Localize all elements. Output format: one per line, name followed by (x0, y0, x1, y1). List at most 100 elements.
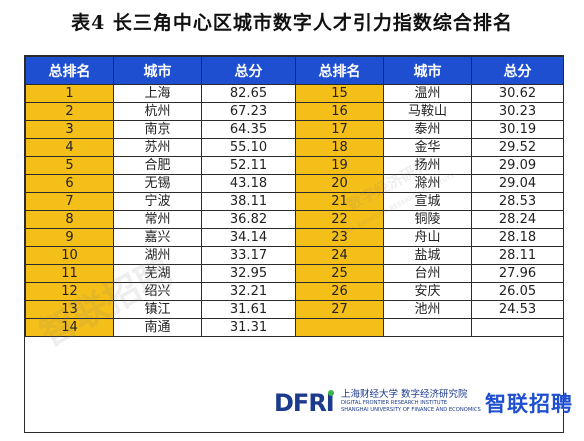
table-body: 1 上海 82.65 15 温州 30.62 2 杭州 67.23 16 马鞍山 30.23 3 南京 64… (25, 84, 564, 337)
header-city-right: 城市 (383, 56, 472, 85)
city-cell: 安庆 (383, 282, 472, 301)
city-cell: 台州 (383, 264, 472, 283)
score-cell: 64.35 (201, 120, 296, 139)
city-cell: 温州 (383, 84, 472, 103)
city-cell: 滁州 (383, 174, 472, 193)
rank-cell: 21 (295, 192, 384, 211)
city-cell: 芜湖 (113, 264, 202, 283)
rank-cell: 24 (295, 246, 384, 265)
table-row: 1 上海 82.65 15 温州 30.62 (25, 84, 564, 103)
table-row: 7 宁波 38.11 21 宣城 28.53 (25, 192, 564, 211)
rank-cell: 10 (25, 246, 114, 265)
score-cell (471, 318, 564, 337)
city-cell: 上海 (113, 84, 202, 103)
city-cell: 合肥 (113, 156, 202, 175)
score-cell: 82.65 (201, 84, 296, 103)
score-cell: 33.17 (201, 246, 296, 265)
score-cell: 32.21 (201, 282, 296, 301)
score-cell: 29.52 (471, 138, 564, 157)
city-cell: 宣城 (383, 192, 472, 211)
rank-cell: 6 (25, 174, 114, 193)
score-cell: 31.61 (201, 300, 296, 319)
ranking-table: 总排名 城市 总分 总排名 城市 总分 1 上海 82.65 15 温州 30.62 2 杭州… (25, 56, 564, 337)
city-cell: 舟山 (383, 228, 472, 247)
rank-cell: 27 (295, 300, 384, 319)
header-city-left: 城市 (113, 56, 202, 85)
rank-cell: 18 (295, 138, 384, 157)
score-cell: 30.62 (471, 84, 564, 103)
rank-cell: 25 (295, 264, 384, 283)
city-cell: 马鞍山 (383, 102, 472, 121)
score-cell: 28.11 (471, 246, 564, 265)
table-row: 4 苏州 55.10 18 金华 29.52 (25, 138, 564, 157)
dfri-logo: DFRI (274, 389, 335, 417)
score-cell: 30.19 (471, 120, 564, 139)
table-row: 10 湖州 33.17 24 盐城 28.11 (25, 246, 564, 265)
score-cell: 55.10 (201, 138, 296, 157)
rank-cell: 14 (25, 318, 114, 337)
score-cell: 29.09 (471, 156, 564, 175)
city-cell: 绍兴 (113, 282, 202, 301)
table-row: 13 镇江 31.61 27 池州 24.53 (25, 300, 564, 319)
table-title: 表4 长三角中心区城市数字人才引力指数综合排名 (71, 12, 513, 34)
city-cell: 镇江 (113, 300, 202, 319)
rank-cell: 8 (25, 210, 114, 229)
rank-cell: 5 (25, 156, 114, 175)
header-score-left: 总分 (201, 56, 296, 85)
university-name-en: SHANGHAI UNIVERSITY OF FINANCE AND ECONO… (341, 407, 481, 413)
score-cell: 38.11 (201, 192, 296, 211)
table-row: 2 杭州 67.23 16 马鞍山 30.23 (25, 102, 564, 121)
city-cell: 池州 (383, 300, 472, 319)
score-cell: 24.53 (471, 300, 564, 319)
city-cell: 宁波 (113, 192, 202, 211)
table-row: 12 绍兴 32.21 26 安庆 26.05 (25, 282, 564, 301)
rank-cell (295, 318, 384, 337)
score-cell: 26.05 (471, 282, 564, 301)
rank-cell: 17 (295, 120, 384, 139)
rank-cell: 23 (295, 228, 384, 247)
score-cell: 34.14 (201, 228, 296, 247)
score-cell: 28.53 (471, 192, 564, 211)
table-row: 14 南通 31.31 (25, 318, 564, 337)
rank-cell: 20 (295, 174, 384, 193)
table-row: 11 芜湖 32.95 25 台州 27.96 (25, 264, 564, 283)
score-cell: 36.82 (201, 210, 296, 229)
score-cell: 32.95 (201, 264, 296, 283)
rank-cell: 1 (25, 84, 114, 103)
city-cell: 盐城 (383, 246, 472, 265)
city-cell: 嘉兴 (113, 228, 202, 247)
header-row: 总排名 城市 总分 总排名 城市 总分 (25, 56, 564, 85)
header-rank-left: 总排名 (25, 56, 114, 85)
rank-cell: 26 (295, 282, 384, 301)
header-rank-right: 总排名 (295, 56, 384, 85)
city-cell: 杭州 (113, 102, 202, 121)
city-cell: 苏州 (113, 138, 202, 157)
institute-name-en: DIGITAL FRONTIER RESEARCH INSTITUTE (341, 400, 448, 406)
rank-cell: 15 (295, 84, 384, 103)
city-cell: 常州 (113, 210, 202, 229)
score-cell: 31.31 (201, 318, 296, 337)
city-cell: 无锡 (113, 174, 202, 193)
rank-cell: 19 (295, 156, 384, 175)
table-row: 3 南京 64.35 17 泰州 30.19 (25, 120, 564, 139)
header-score-right: 总分 (471, 56, 564, 85)
table-row: 8 常州 36.82 22 铜陵 28.24 (25, 210, 564, 229)
rank-cell: 3 (25, 120, 114, 139)
rank-cell: 12 (25, 282, 114, 301)
city-cell: 泰州 (383, 120, 472, 139)
score-cell: 28.18 (471, 228, 564, 247)
city-cell: 金华 (383, 138, 472, 157)
score-cell: 43.18 (201, 174, 296, 193)
city-cell (383, 318, 472, 337)
institute-logo-text: 上海财经大学 数字经济研究院 DIGITAL FRONTIER RESEARCH… (341, 386, 481, 414)
score-cell: 27.96 (471, 264, 564, 283)
table-row: 6 无锡 43.18 20 滁州 29.04 (25, 174, 564, 193)
city-cell: 南通 (113, 318, 202, 337)
score-cell: 67.23 (201, 102, 296, 121)
rank-cell: 9 (25, 228, 114, 247)
table-row: 5 合肥 52.11 19 扬州 29.09 (25, 156, 564, 175)
score-cell: 28.24 (471, 210, 564, 229)
rank-cell: 13 (25, 300, 114, 319)
score-cell: 30.23 (471, 102, 564, 121)
zhaopin-logo: 智联招聘 (485, 392, 573, 416)
